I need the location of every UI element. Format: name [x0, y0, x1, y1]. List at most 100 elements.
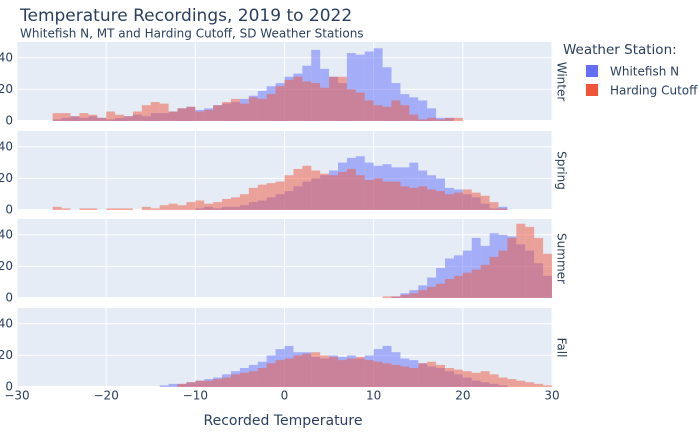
- bar-harding-cutoff: [436, 119, 445, 121]
- facet-label-winter: Winter: [555, 62, 569, 102]
- bar-harding-cutoff: [177, 108, 187, 121]
- bar-harding-cutoff: [177, 383, 187, 387]
- bar-harding-cutoff: [266, 183, 276, 210]
- bar-harding-cutoff: [320, 355, 330, 387]
- y-tick-label: 0: [5, 380, 13, 394]
- legend[interactable]: Weather Station: Whitefish N Harding Cut…: [563, 42, 698, 98]
- bar-harding-cutoff: [355, 175, 365, 210]
- bar-harding-cutoff: [52, 206, 62, 210]
- bar-harding-cutoff: [373, 178, 383, 210]
- bar-harding-cutoff: [445, 279, 454, 298]
- legend-swatch-harding[interactable]: [586, 84, 598, 96]
- x-tick-label: 10: [366, 389, 381, 403]
- bar-harding-cutoff: [400, 186, 410, 210]
- bar-harding-cutoff: [320, 173, 330, 210]
- bar-harding-cutoff: [124, 208, 133, 210]
- bar-harding-cutoff: [516, 223, 526, 298]
- bar-harding-cutoff: [195, 380, 205, 387]
- bar-harding-cutoff: [516, 380, 526, 387]
- bar-harding-cutoff: [159, 103, 169, 121]
- bar-harding-cutoff: [329, 76, 338, 121]
- bar-harding-cutoff: [373, 361, 383, 387]
- bar-harding-cutoff: [248, 97, 258, 121]
- bar-harding-cutoff: [436, 283, 445, 298]
- facet-spring: 0 20 40 Spring: [0, 131, 569, 217]
- bar-harding-cutoff: [195, 200, 205, 210]
- bar-harding-cutoff: [543, 385, 552, 387]
- bar-harding-cutoff: [239, 372, 249, 387]
- bar-harding-cutoff: [231, 197, 240, 210]
- bar-harding-cutoff: [409, 293, 419, 298]
- facet-winter: 0 20 40 Winter: [0, 42, 569, 128]
- bar-harding-cutoff: [266, 94, 276, 121]
- bar-harding-cutoff: [222, 198, 231, 210]
- bar-harding-cutoff: [115, 114, 124, 121]
- bar-whitefish-n: [409, 97, 419, 121]
- bar-harding-cutoff: [436, 364, 445, 387]
- bar-harding-cutoff: [275, 86, 285, 121]
- chart-subtitle: Whitefish N, MT and Harding Cutoff, SD W…: [20, 27, 364, 41]
- bar-harding-cutoff: [382, 106, 392, 121]
- bar-harding-cutoff: [168, 203, 178, 210]
- bar-harding-cutoff: [391, 100, 401, 121]
- bar-harding-cutoff: [52, 113, 62, 121]
- bar-harding-cutoff: [427, 189, 437, 210]
- bar-harding-cutoff: [364, 360, 374, 387]
- facet-label-spring: Spring: [555, 151, 569, 190]
- bar-harding-cutoff: [355, 92, 365, 121]
- bar-harding-cutoff: [302, 353, 312, 387]
- bar-harding-cutoff: [534, 237, 544, 298]
- bar-harding-cutoff: [445, 194, 454, 210]
- bar-harding-cutoff: [97, 117, 107, 121]
- bar-whitefish-n: [168, 383, 178, 387]
- bar-harding-cutoff: [311, 83, 321, 121]
- bar-harding-cutoff: [400, 294, 410, 298]
- bar-harding-cutoff: [106, 111, 116, 121]
- bar-harding-cutoff: [462, 272, 472, 298]
- bar-harding-cutoff: [106, 208, 116, 210]
- bar-harding-cutoff: [364, 179, 374, 210]
- bar-harding-cutoff: [150, 208, 160, 210]
- bar-harding-cutoff: [338, 360, 347, 387]
- bar-harding-cutoff: [239, 194, 249, 210]
- bar-harding-cutoff: [150, 102, 160, 121]
- bar-harding-cutoff: [489, 202, 499, 210]
- bar-harding-cutoff: [311, 352, 321, 387]
- y-tick-label: 40: [0, 139, 13, 153]
- x-tick-label: 0: [281, 389, 289, 403]
- legend-label-harding[interactable]: Harding Cutoff: [610, 84, 698, 98]
- bars-winter: [52, 48, 463, 121]
- bar-harding-cutoff: [480, 264, 490, 298]
- bar-harding-cutoff: [132, 111, 142, 121]
- bar-harding-cutoff: [346, 89, 356, 121]
- bar-harding-cutoff: [115, 208, 124, 210]
- bar-harding-cutoff: [266, 363, 276, 387]
- facet-label-summer: Summer: [555, 233, 569, 284]
- legend-label-whitefish[interactable]: Whitefish N: [610, 65, 679, 79]
- bars-summer: [382, 223, 606, 298]
- legend-swatch-whitefish[interactable]: [586, 65, 598, 77]
- bar-harding-cutoff: [177, 205, 187, 210]
- bar-harding-cutoff: [141, 105, 151, 121]
- y-tick-label: 40: [0, 50, 13, 64]
- bar-harding-cutoff: [302, 165, 312, 210]
- bar-harding-cutoff: [346, 168, 356, 210]
- bar-harding-cutoff: [338, 172, 347, 210]
- bars-spring: [52, 156, 508, 210]
- bar-harding-cutoff: [597, 293, 606, 298]
- bar-harding-cutoff: [141, 206, 151, 210]
- bar-harding-cutoff: [222, 377, 231, 387]
- bar-whitefish-n: [436, 267, 445, 298]
- bar-harding-cutoff: [543, 253, 552, 298]
- y-tick-label: 40: [0, 316, 13, 330]
- bar-harding-cutoff: [534, 383, 544, 387]
- bar-harding-cutoff: [489, 374, 499, 387]
- bar-harding-cutoff: [79, 208, 89, 210]
- bar-harding-cutoff: [257, 98, 267, 121]
- bar-harding-cutoff: [204, 380, 214, 387]
- y-tick-label: 40: [0, 227, 13, 241]
- bar-harding-cutoff: [489, 256, 499, 298]
- bar-harding-cutoff: [400, 105, 410, 121]
- legend-title: Weather Station:: [563, 42, 677, 58]
